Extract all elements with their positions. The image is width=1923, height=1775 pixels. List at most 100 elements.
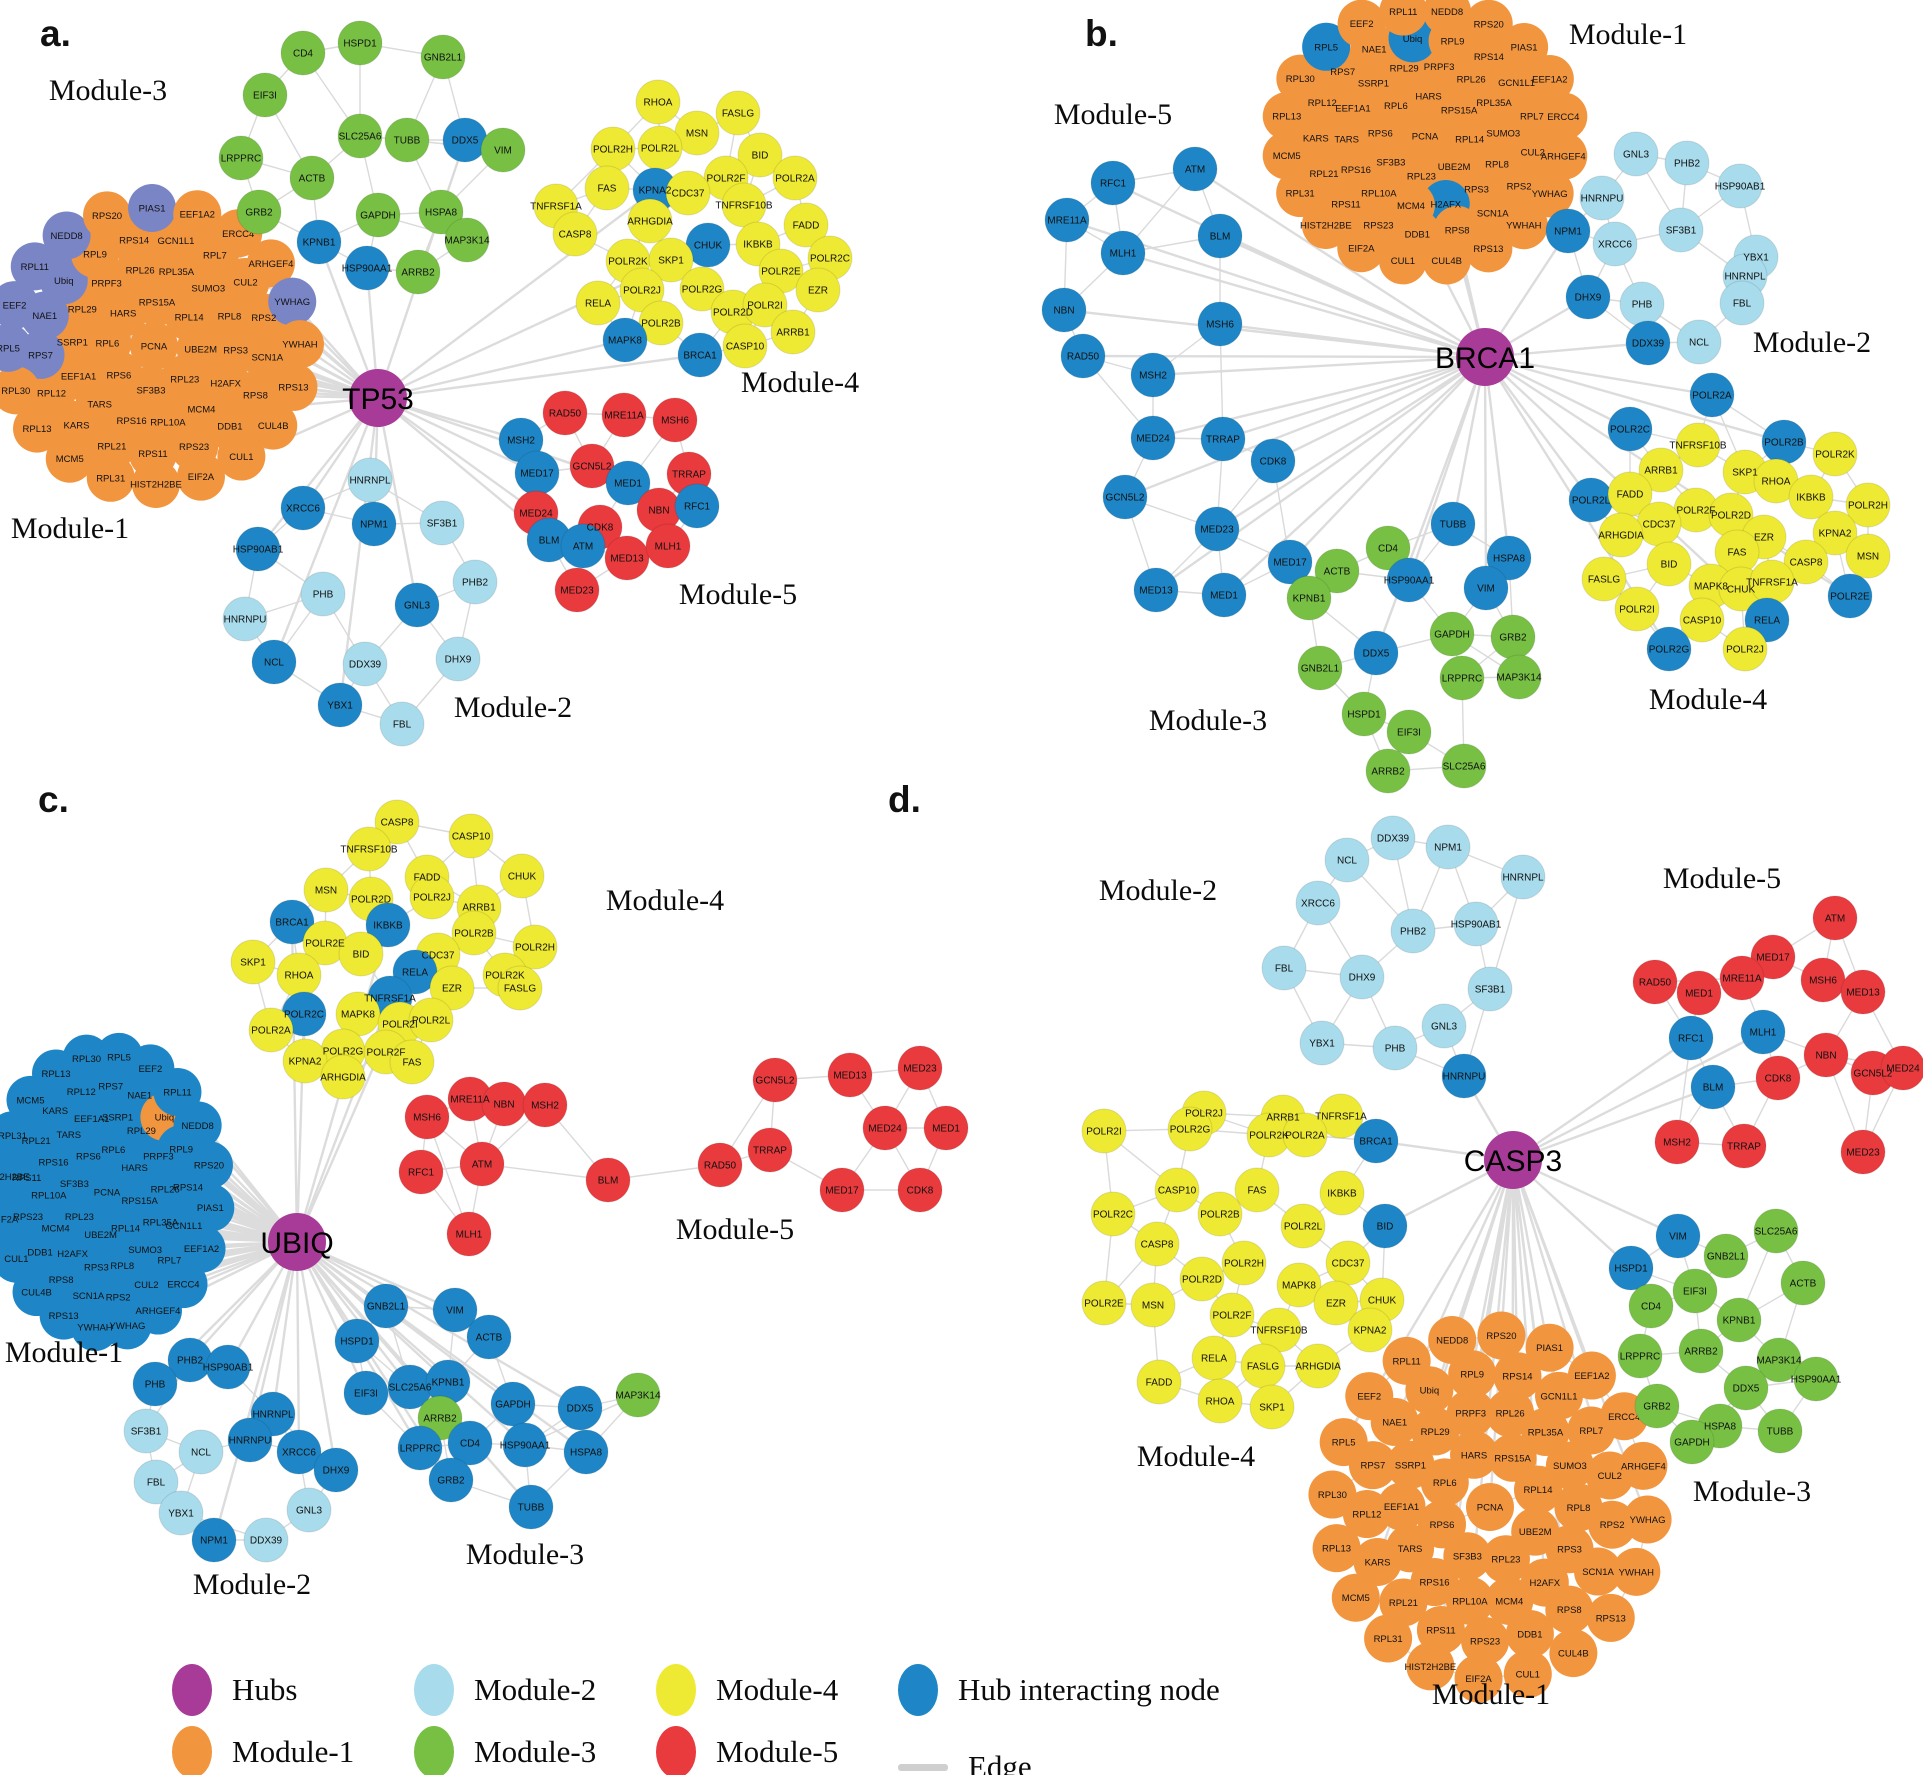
node-HSPA8[interactable] [1486,535,1532,581]
node-ARHGDIA[interactable] [320,1054,366,1100]
node-DDX39[interactable] [243,1517,289,1563]
node-BID[interactable] [1362,1203,1408,1249]
node-HIST2H2BE[interactable] [131,459,180,508]
node-RFC1[interactable] [674,483,720,529]
node-NCL[interactable] [251,639,297,685]
node-HIST2H2BE[interactable] [1301,200,1350,249]
node-PIAS1[interactable] [186,1183,235,1232]
node-MSN[interactable] [303,867,349,913]
node-NBN[interactable] [1803,1032,1849,1078]
node-RFC1[interactable] [1090,160,1136,206]
node-PHB[interactable] [1619,281,1665,327]
node-GNB2L1[interactable] [363,1283,409,1329]
node-RPL5[interactable] [1319,1418,1368,1467]
node-MAPK8[interactable] [602,317,648,363]
node-SKP1[interactable] [1249,1384,1295,1430]
node-RPL31[interactable] [1364,1614,1413,1663]
node-MCM5[interactable] [45,434,94,483]
node-PHB2[interactable] [1664,140,1710,186]
node-PCNA[interactable] [130,322,178,370]
node-RPS20[interactable] [184,1141,233,1190]
node-SKP1[interactable] [648,237,694,283]
node-POLR2B[interactable] [1761,419,1807,465]
node-SUMO3[interactable] [1545,1441,1594,1490]
hub-TP53[interactable] [349,369,407,427]
node-GNL3[interactable] [394,582,440,628]
node-NEDD8[interactable] [1423,0,1472,36]
node-HSPA8[interactable] [418,189,464,235]
node-GCN5L2[interactable] [569,443,615,489]
node-NPM1[interactable] [191,1517,237,1563]
node-FBL[interactable] [1261,945,1307,991]
node-BID[interactable] [338,931,384,977]
node-POLR2E[interactable] [1827,573,1873,619]
node-POLR2L[interactable] [408,997,454,1043]
node-RAD50[interactable] [1632,959,1678,1005]
node-RPL13[interactable] [1262,92,1311,141]
node-POLR2F[interactable] [1209,1292,1255,1338]
node-YWHAG[interactable] [268,277,317,326]
node-RPL5[interactable] [0,323,33,372]
hub-UBIQ[interactable] [268,1213,326,1271]
node-GRB2[interactable] [1490,614,1536,660]
node-ARRB2[interactable] [395,249,441,295]
node-ERCC4[interactable] [1539,92,1588,141]
node-ARHGDIA[interactable] [1295,1343,1341,1389]
node-RPL13[interactable] [1312,1524,1361,1573]
node-MED23[interactable] [1840,1129,1886,1175]
node-BID[interactable] [737,132,783,178]
node-RHOA[interactable] [276,952,322,998]
node-EEF1A2[interactable] [1567,1351,1616,1400]
node-PHB2[interactable] [452,559,498,605]
node-KPNB1[interactable] [1286,575,1332,621]
node-NCL[interactable] [1676,319,1722,365]
node-MED13[interactable] [827,1052,873,1098]
node-FBL[interactable] [1719,280,1765,326]
node-LRPPRC[interactable] [218,135,264,181]
node-EIF2A[interactable] [0,1194,30,1243]
node-FBL[interactable] [133,1459,179,1505]
node-POLR2A[interactable] [772,155,818,201]
node-MAP3K14[interactable] [1496,654,1542,700]
node-BRCA1[interactable] [677,332,723,378]
node-VIM[interactable] [1463,565,1509,611]
node-GRB2[interactable] [1634,1383,1680,1429]
node-MED1[interactable] [1676,970,1722,1016]
node-FASLG[interactable] [1240,1343,1286,1389]
node-GCN5L2[interactable] [752,1057,798,1103]
node-CHUK[interactable] [499,853,545,899]
node-CASP8[interactable] [1783,539,1829,585]
node-MED17[interactable] [819,1167,865,1213]
node-RPS11[interactable] [1416,1606,1465,1655]
node-HSPD1[interactable] [1608,1245,1654,1291]
node-DDB1[interactable] [1505,1609,1554,1658]
node-POLR2A[interactable] [248,1007,294,1053]
node-GRB2[interactable] [428,1457,474,1503]
node-CASP10[interactable] [722,323,768,369]
node-HSP90AA1[interactable] [344,245,390,291]
node-CASP10[interactable] [1154,1167,1200,1213]
node-YWHAH[interactable] [1612,1547,1661,1596]
node-POLR2A[interactable] [1689,372,1735,418]
node-PHB[interactable] [1372,1025,1418,1071]
node-NEDD8[interactable] [173,1101,222,1150]
node-MCM5[interactable] [6,1075,55,1124]
node-TNFRSF10B[interactable] [1675,422,1721,468]
node-HIST2H2BE[interactable] [1406,1642,1455,1691]
node-FAS[interactable] [584,165,630,211]
node-RAD50[interactable] [542,390,588,436]
node-MSH6[interactable] [1197,301,1243,347]
node-RPS2[interactable] [1588,1500,1637,1549]
node-POLR2G[interactable] [1646,626,1692,672]
node-GCN5L2[interactable] [1102,474,1148,520]
node-POLR2B[interactable] [638,300,684,346]
node-DHX9[interactable] [1339,954,1385,1000]
node-POLR2J[interactable] [1722,626,1768,672]
node-CD4[interactable] [447,1420,493,1466]
node-DDX5[interactable] [1723,1365,1769,1411]
node-MSN[interactable] [1130,1282,1176,1328]
node-RAD50[interactable] [697,1142,743,1188]
node-RHOA[interactable] [1197,1378,1243,1424]
node-CUL4B[interactable] [249,401,298,450]
node-YWHAG[interactable] [1525,169,1574,218]
